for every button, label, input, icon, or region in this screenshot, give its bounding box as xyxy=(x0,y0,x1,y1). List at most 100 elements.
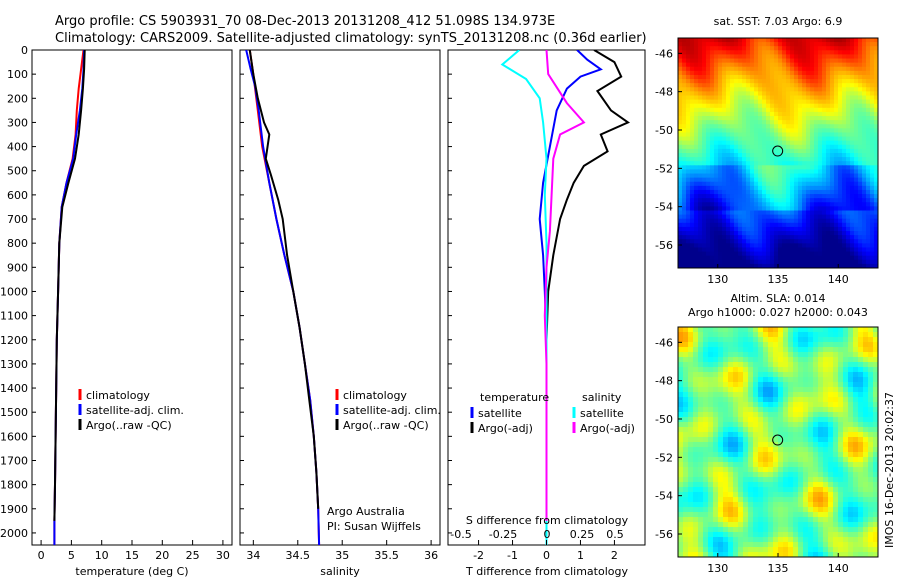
map1-cell xyxy=(810,185,815,191)
map2-cell xyxy=(803,422,809,428)
map2-cell xyxy=(683,452,689,458)
map1-cell xyxy=(826,177,831,183)
map1-cell xyxy=(854,239,859,244)
map2-cell xyxy=(678,487,684,493)
map1-cell xyxy=(682,62,687,68)
map1-cell xyxy=(794,251,799,257)
map1-cell xyxy=(790,74,795,80)
map1-cell xyxy=(754,128,759,134)
map1-cell xyxy=(678,169,683,175)
map1-cell xyxy=(818,91,823,97)
map1-cell xyxy=(810,95,815,101)
map2-cell xyxy=(713,382,719,388)
map1-cell xyxy=(850,263,855,268)
map2-cell xyxy=(798,527,804,533)
map2-cell xyxy=(823,432,829,438)
map1-cell xyxy=(822,70,827,76)
map1-cell xyxy=(682,70,687,76)
map2-cell xyxy=(843,482,849,488)
map2-cell xyxy=(788,542,794,548)
map2-cell xyxy=(873,397,878,403)
map2-cell xyxy=(753,477,759,483)
map2-cell xyxy=(728,432,734,438)
map2-cell xyxy=(853,362,859,368)
map1-cell xyxy=(774,99,779,105)
map2-cell xyxy=(843,382,849,388)
map2-cell xyxy=(683,412,689,418)
map1-cell xyxy=(750,222,755,228)
map1-cell xyxy=(754,140,759,146)
map2-cell xyxy=(708,537,714,543)
map1-cell xyxy=(710,38,715,43)
map1-cell xyxy=(718,231,723,236)
map1-cell xyxy=(778,99,783,105)
map2-cell xyxy=(703,527,709,533)
map2-cell xyxy=(863,472,869,478)
map2-cell xyxy=(688,392,694,398)
map2-cell xyxy=(778,412,784,418)
map1-cell xyxy=(706,111,711,117)
map2-cell xyxy=(838,467,844,473)
map2-cell xyxy=(828,392,834,398)
map2-cell xyxy=(758,502,764,508)
map2-cell xyxy=(708,367,714,373)
map1-cell xyxy=(822,235,827,240)
map1-cell xyxy=(702,231,707,236)
map1-cell xyxy=(866,38,871,43)
map2-cell xyxy=(813,517,819,523)
map1-cell xyxy=(730,128,735,134)
map2-cell xyxy=(758,357,764,363)
map2-cell xyxy=(823,542,829,548)
map1-cell xyxy=(810,107,815,113)
map2-cell xyxy=(728,452,734,458)
map1-cell xyxy=(830,148,835,154)
map1-cell xyxy=(834,185,839,191)
map2-cell xyxy=(863,442,869,448)
map1-cell xyxy=(686,210,691,216)
map1-cell xyxy=(726,58,731,64)
map1-cell xyxy=(694,165,699,171)
map1-cell xyxy=(730,111,735,117)
map2-cell xyxy=(853,347,859,353)
map1-cell xyxy=(818,107,823,113)
map1-cell xyxy=(802,239,807,244)
map2-cell xyxy=(863,382,869,388)
map1-cell xyxy=(858,116,863,121)
map1-cell xyxy=(842,259,847,265)
map2-cell xyxy=(683,422,689,428)
map1-cell xyxy=(870,42,875,47)
map2-cell xyxy=(813,487,819,493)
map1-cell xyxy=(742,111,747,117)
map1-cell xyxy=(682,214,687,220)
map2-cell xyxy=(838,392,844,398)
map2-cell xyxy=(853,432,859,438)
map1-cell xyxy=(738,42,743,47)
map1-cell xyxy=(814,83,819,88)
map1-cell xyxy=(686,198,691,203)
map1-cell xyxy=(806,255,811,261)
map1-cell xyxy=(682,194,687,199)
map1-cell xyxy=(850,62,855,68)
map2-cell xyxy=(708,332,714,338)
map2-cell xyxy=(708,477,714,483)
map2-cell xyxy=(708,437,714,443)
map1-ytick-2: -50 xyxy=(655,124,673,137)
map1-cell xyxy=(866,218,871,224)
map2-cell xyxy=(678,417,684,423)
map2-cell xyxy=(778,472,784,478)
map2-cell xyxy=(803,447,809,453)
map1-cell xyxy=(710,181,715,187)
map1-cell xyxy=(778,181,783,187)
map2-cell xyxy=(828,407,834,413)
map1-cell xyxy=(866,116,871,121)
map1-cell xyxy=(710,239,715,244)
map1-cell xyxy=(866,54,871,60)
legend-label-1-1: satellite-adj. clim. xyxy=(343,404,441,417)
map1-cell xyxy=(750,38,755,43)
map1-cell xyxy=(814,185,819,191)
map2-cell xyxy=(773,332,779,338)
map2-cell xyxy=(848,432,854,438)
map1-cell xyxy=(862,185,867,191)
map2-cell xyxy=(858,417,864,423)
map1-cell xyxy=(694,58,699,64)
